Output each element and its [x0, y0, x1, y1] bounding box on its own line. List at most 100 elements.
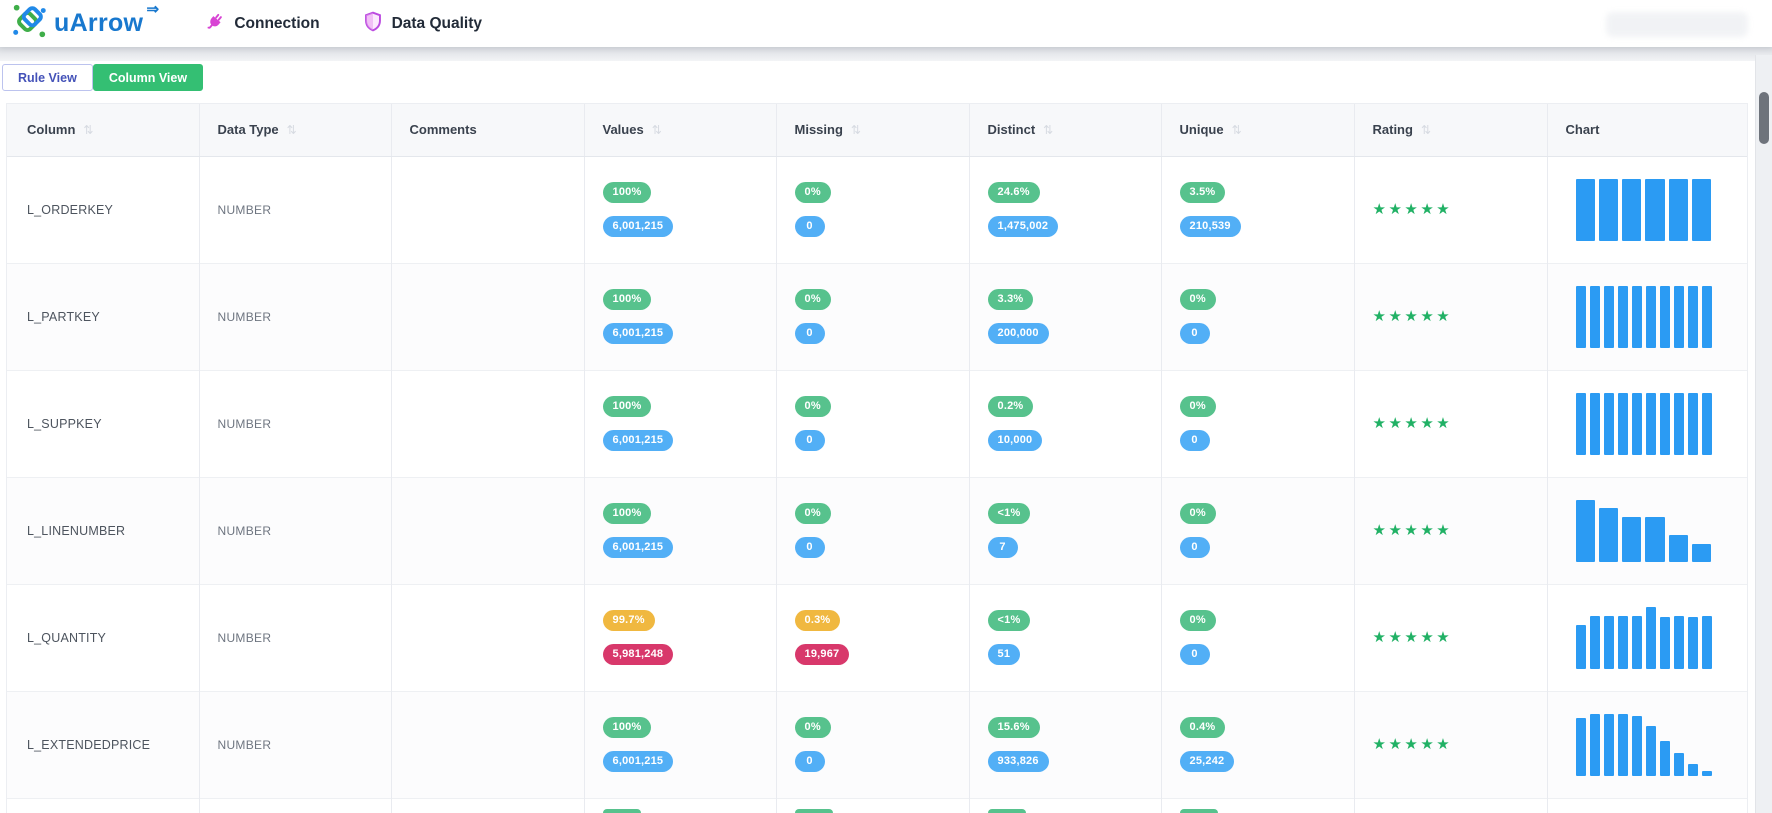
unique-badges: 0% 0	[1179, 503, 1354, 558]
histogram-bar	[1631, 392, 1642, 455]
cell-values: 99.7% 5,981,248	[584, 584, 777, 691]
brand-arrow-glyph: ⇒	[146, 1, 160, 18]
nav-item-data-quality[interactable]: Data Quality	[362, 10, 482, 38]
values-percent-badge: 100%	[602, 717, 652, 738]
column-header-column[interactable]: Column ⇅	[7, 104, 200, 157]
unique-count-badge: 0	[1179, 537, 1210, 558]
column-name-label: L_EXTENDEDPRICE	[27, 737, 151, 752]
unique-badges: 0.4% 25,242	[1179, 717, 1354, 772]
histogram-bar	[1668, 534, 1689, 562]
column-header-rating[interactable]: Rating ⇅	[1354, 104, 1548, 157]
column-header-label: Data Type	[217, 122, 279, 138]
values-count-badge: 6,001,215	[602, 323, 674, 344]
values-count-badge: 6,001,215	[602, 751, 674, 772]
histogram-bar	[1589, 616, 1600, 669]
cell-data-type: NUMBER	[199, 691, 392, 798]
cell-chart	[1547, 370, 1747, 477]
histogram-bar	[1575, 625, 1586, 669]
tab-column-view[interactable]: Column View	[92, 64, 204, 91]
sort-icon[interactable]: ⇅	[1231, 123, 1242, 138]
sort-icon[interactable]: ⇅	[850, 123, 861, 138]
cell-partial	[1354, 798, 1548, 813]
vertical-scrollbar-track	[1755, 55, 1772, 813]
cell-unique: 0% 0	[1161, 584, 1355, 691]
missing-badges: 0% 0	[794, 396, 969, 451]
histogram-bar	[1668, 178, 1689, 241]
table-row: L_QUANTITY NUMBER 99.7% 5,981,248 0.3% 19,967…	[7, 584, 1747, 691]
cell-rating: ★★★★★	[1354, 156, 1548, 263]
histogram-chart	[1575, 499, 1712, 562]
cell-distinct: <1% 7	[969, 477, 1162, 584]
unique-badges: 3.5% 210,539	[1179, 182, 1354, 237]
distinct-count-badge: 51	[987, 644, 1021, 665]
vertical-scrollbar-thumb[interactable]	[1759, 92, 1769, 144]
rating-stars: ★★★★★	[1372, 629, 1453, 646]
table-row: L_SUPPKEY NUMBER 100% 6,001,215 0% 0 0.2% 10,00…	[7, 370, 1747, 477]
cell-distinct: 24.6% 1,475,002	[969, 156, 1162, 263]
histogram-bar	[1659, 392, 1670, 455]
sort-icon[interactable]: ⇅	[1420, 123, 1432, 138]
column-profile-table: Column ⇅ Data Type ⇅ Comments Values ⇅ Missing ⇅…	[7, 104, 1747, 813]
distinct-percent-badge: 15.6%	[987, 717, 1040, 738]
view-tabs: Rule View Column View	[2, 64, 1772, 91]
cell-unique: 0% 0	[1161, 263, 1355, 370]
cell-missing: 0% 0	[776, 156, 970, 263]
top-nav: uArrow ⇒ Connection	[0, 0, 1772, 47]
sort-icon[interactable]: ⇅	[83, 123, 94, 138]
distinct-badges: 24.6% 1,475,002	[987, 182, 1161, 237]
uarrow-logo-icon	[10, 2, 48, 45]
cell-comments	[391, 584, 585, 691]
histogram-bar	[1687, 285, 1698, 348]
cell-rating: ★★★★★	[1354, 370, 1548, 477]
column-header-values[interactable]: Values ⇅	[584, 104, 777, 157]
histogram-bar	[1589, 714, 1600, 776]
column-header-unique[interactable]: Unique ⇅	[1161, 104, 1355, 157]
nav-item-data-quality-label: Data Quality	[391, 14, 483, 32]
distinct-badges: <1% 7	[987, 503, 1161, 558]
rating-stars: ★★★★★	[1372, 522, 1453, 539]
cell-chart	[1547, 263, 1747, 370]
tab-rule-view[interactable]: Rule View	[2, 64, 93, 91]
histogram-chart	[1575, 606, 1712, 669]
histogram-bar	[1603, 714, 1614, 776]
unique-count-badge: 0	[1179, 430, 1210, 451]
sort-icon[interactable]: ⇅	[286, 123, 297, 138]
rating-stars: ★★★★★	[1372, 736, 1453, 753]
cell-comments	[391, 477, 585, 584]
cell-partial	[199, 798, 392, 813]
cell-data-type: NUMBER	[199, 263, 392, 370]
rating-stars: ★★★★★	[1372, 415, 1453, 432]
sort-icon[interactable]: ⇅	[651, 123, 662, 138]
distinct-count-badge: 200,000	[987, 323, 1049, 344]
distinct-percent-badge: <1%	[987, 503, 1031, 524]
brand-logo[interactable]: uArrow ⇒	[10, 1, 160, 45]
histogram-bar	[1687, 617, 1698, 669]
cell-data-type: NUMBER	[199, 370, 392, 477]
values-badges: 100% 6,001,215	[602, 289, 776, 344]
column-header-distinct[interactable]: Distinct ⇅	[969, 104, 1162, 157]
nav-item-connection[interactable]: Connection	[203, 10, 320, 38]
cell-distinct: <1% 51	[969, 584, 1162, 691]
unique-count-badge: 0	[1179, 323, 1210, 344]
histogram-bar	[1645, 285, 1656, 348]
table-row: L_ORDERKEY NUMBER 100% 6,001,215 0% 0 24.6% 1,4…	[7, 156, 1747, 263]
cell-comments	[391, 263, 585, 370]
sort-icon[interactable]: ⇅	[1043, 123, 1054, 138]
values-percent-badge: 100%	[602, 503, 652, 524]
histogram-bar	[1589, 392, 1600, 455]
histogram-bar	[1617, 616, 1628, 669]
cell-partial	[584, 798, 777, 813]
histogram-bar	[1645, 606, 1656, 669]
cell-chart	[1547, 584, 1747, 691]
histogram-bar	[1575, 285, 1586, 348]
column-header-missing[interactable]: Missing ⇅	[776, 104, 970, 157]
distinct-count-badge: 933,826	[987, 751, 1049, 772]
histogram-bar	[1589, 285, 1600, 348]
column-header-data-type[interactable]: Data Type ⇅	[199, 104, 392, 157]
cell-partial	[7, 798, 200, 813]
values-count-badge: 6,001,215	[602, 216, 674, 237]
histogram-bar	[1692, 543, 1712, 562]
percent-badge-top-sliver	[794, 808, 833, 813]
histogram-bar	[1603, 392, 1614, 455]
histogram-bar	[1701, 616, 1712, 669]
